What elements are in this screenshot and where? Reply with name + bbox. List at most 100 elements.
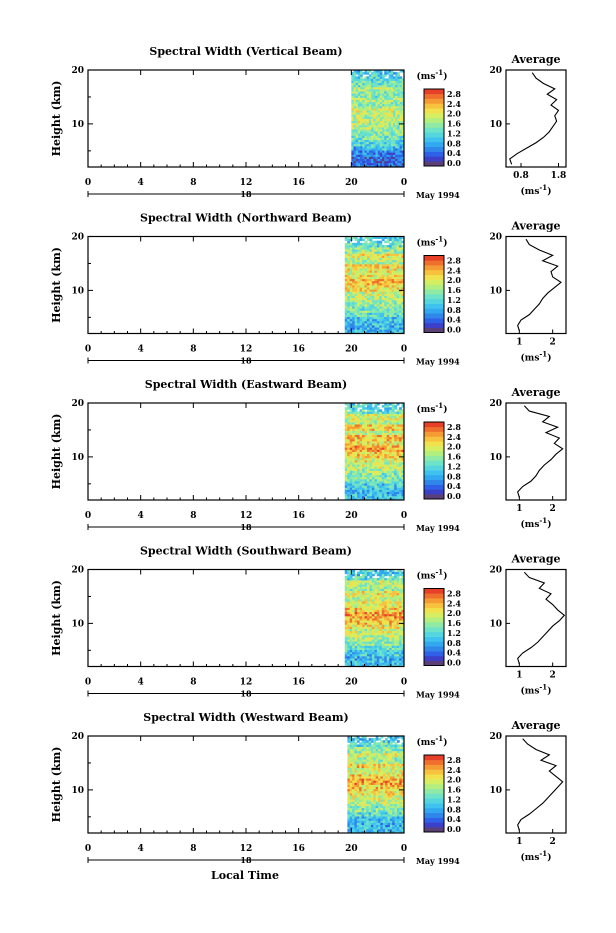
average-frame [506,70,566,167]
average-x-label-base: (ms [521,519,540,530]
colorbar-swatch [424,622,444,627]
heatmap-cell [357,411,360,414]
colorbar-tick-label: 0.4 [447,648,461,658]
colorbar-swatch [424,123,444,128]
y-axis-label: Height (km) [50,414,63,490]
colorbar-swatch [424,475,444,480]
date-day-label: 18 [240,356,252,366]
colorbar-swatch [424,137,444,142]
heatmap-cell [397,409,400,412]
x-tick-label: 16 [292,678,305,688]
y-tick-label: 20 [71,566,84,576]
colorbar-swatch [424,260,444,265]
colorbar-swatch [424,432,444,437]
colorbar-tick-label: 0.0 [447,158,461,168]
average-x-label-close: ) [547,519,551,530]
heatmap-cell [372,241,375,244]
heatmap-cell [382,245,385,248]
average-title: Average [510,553,560,566]
heatmap-cell [360,409,363,412]
colorbar-swatch [424,318,444,323]
average-x-label-close: ) [547,186,551,197]
colorbar-swatch [424,299,444,304]
colorbar-tick-label: 0.4 [447,315,461,325]
y-tick-label: 20 [71,66,84,76]
average-x-tick-label: 1 [516,338,522,348]
colorbar-swatch [424,156,444,161]
x-tick-label: 16 [292,511,305,521]
average-x-label: (ms-1) [521,350,552,364]
colorbar-swatch [424,256,444,261]
colorbar: (ms-1)2.82.42.01.61.20.80.40.0 [417,235,462,335]
x-tick-label: 8 [190,511,196,521]
x-tick-label: 4 [138,511,144,521]
colorbar-tick-label: 1.2 [447,128,461,138]
heatmap-cell [372,407,375,410]
heatmap-cell [387,572,390,575]
colorbar-swatch [424,313,444,318]
colorbar-tick-label: 1.6 [447,452,461,462]
colorbar-unit-close: ) [443,238,447,249]
x-tick-label: 0 [85,678,91,688]
heatmap-cell [357,572,360,575]
colorbar-swatch [424,485,444,490]
colorbar-unit-exp: -1 [435,235,443,244]
average-y-tick-label: 10 [489,286,502,296]
x-tick-label: 0 [85,511,91,521]
heatmap-cell [377,407,380,410]
average-frame [506,403,566,500]
heatmap-cells [345,237,405,334]
heatmap-cell [392,576,395,579]
y-axis-label: Height (km) [50,580,63,656]
colorbar-swatch [424,308,444,313]
panel-3: Spectral Width (Eastward Beam)1020Height… [50,378,566,533]
colorbar: (ms-1)2.82.42.01.61.20.80.40.0 [417,68,462,168]
date-month-label: May 1994 [416,690,460,700]
colorbar-swatch [424,304,444,309]
colorbar-swatch [424,632,444,637]
average-x-label-exp: -1 [539,350,547,359]
colorbar-swatch [424,603,444,608]
y-tick-label: 20 [71,399,84,409]
colorbar-swatch [424,589,444,594]
average-x-tick-label: 2 [550,504,556,514]
colorbar-swatch [424,323,444,328]
average-x-tick-label: 1 [516,504,522,514]
date-month-label: May 1994 [416,357,460,367]
average-y-tick-label: 20 [489,66,502,76]
heatmap-cell [355,574,358,577]
colorbar-tick-label: 2.4 [447,99,461,109]
heatmap-cell [387,578,390,581]
panel-2: Spectral Width (Northward Beam)1020Heigh… [50,212,566,367]
x-tick-label: 0 [401,345,407,355]
heatmap-cell [379,409,382,412]
colorbar-swatch [424,89,444,94]
average-x-label-base: (ms [521,686,540,697]
heatmap-cells [345,570,405,667]
average-x-tick-label: 2 [550,338,556,348]
y-tick-label: 10 [71,453,84,463]
colorbar-swatch [424,142,444,147]
colorbar-swatch [424,651,444,656]
average-x-label-close: ) [547,353,551,364]
colorbar-swatch [424,99,444,104]
y-tick-label: 10 [71,286,84,296]
heatmap-cell [345,576,348,579]
x-tick-label: 4 [138,345,144,355]
colorbar-tick-label: 2.4 [447,432,461,442]
colorbar-swatch [424,627,444,632]
x-tick-label: 12 [240,178,253,188]
colorbar-swatch [424,132,444,137]
colorbar-tick-label: 2.0 [447,109,461,119]
average-x-tick-label: 1 [516,671,522,681]
colorbar-tick-label: 0.4 [447,148,461,158]
x-tick-label: 0 [401,178,407,188]
colorbar: (ms-1)2.82.42.01.61.20.80.40.0 [417,401,462,501]
heatmap-cell [384,241,387,244]
colorbar-tick-label: 1.6 [447,119,461,129]
colorbar-swatch [424,593,444,598]
heatmap-cell [374,411,377,414]
average-x-label: (ms-1) [521,683,552,697]
